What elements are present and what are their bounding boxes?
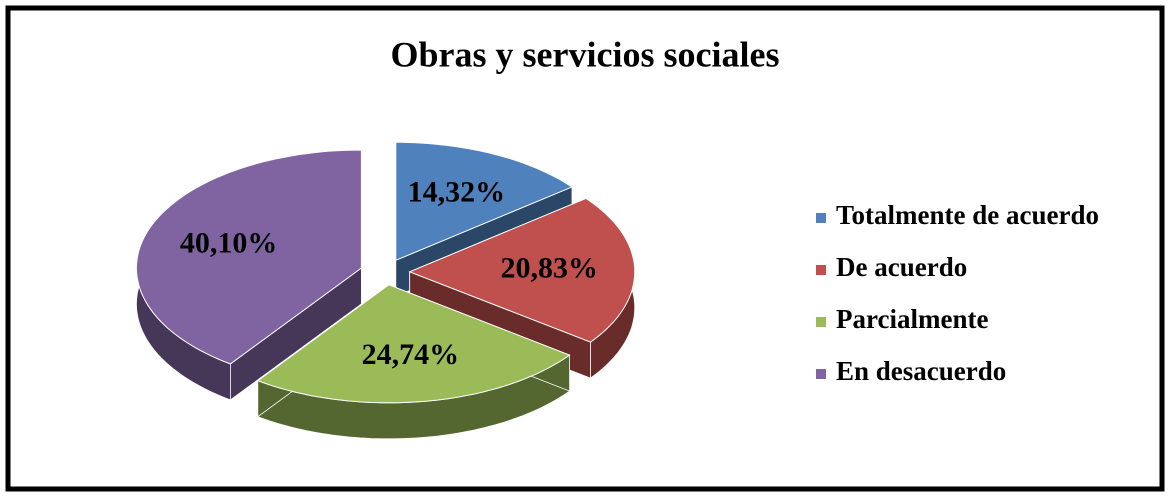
legend-swatch [816, 265, 826, 275]
legend-label: Parcialmente [836, 304, 988, 334]
data-label: 24,74% [362, 338, 460, 371]
legend-swatch [816, 213, 826, 223]
data-label: 20,83% [500, 251, 598, 284]
slice [395, 141, 574, 262]
legend-label: En desacuerdo [836, 356, 1006, 386]
data-label: 14,32% [408, 175, 506, 208]
data-label: 40,10% [180, 226, 278, 259]
chart-title: Obras y servicios sociales [391, 34, 780, 74]
slice [408, 197, 636, 343]
legend: Totalmente de acuerdo De acuerdo Parcialme… [816, 200, 1099, 386]
slice [135, 149, 362, 365]
slice [256, 284, 571, 404]
data-labels: 14,32% 20,83% 24,74% 40,10% [180, 175, 598, 371]
pie [135, 141, 636, 440]
legend-swatch [816, 369, 826, 379]
legend-swatch [816, 317, 826, 327]
legend-label: De acuerdo [836, 252, 967, 282]
legend-label: Totalmente de acuerdo [836, 200, 1099, 230]
